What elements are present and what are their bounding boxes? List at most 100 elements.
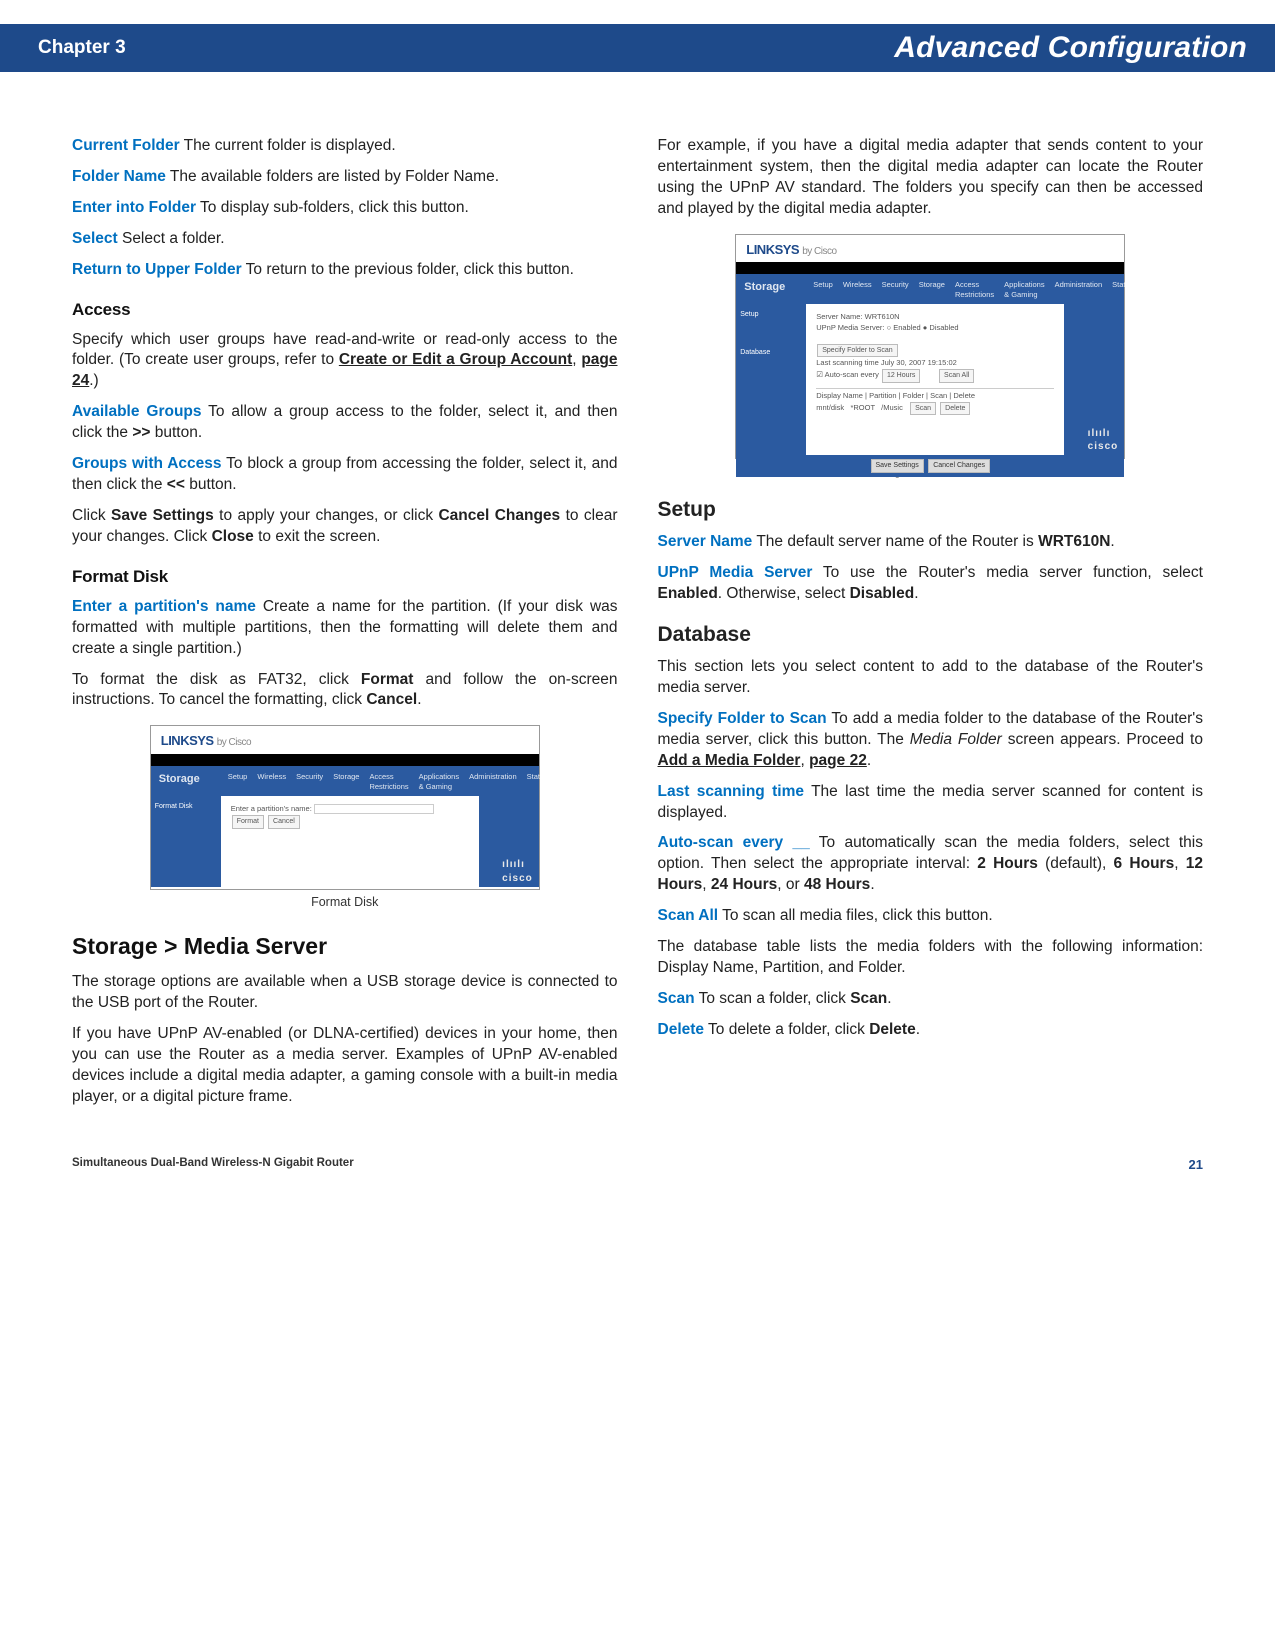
row: Last scanning time July 30, 2007 19:15:0… xyxy=(816,358,1054,368)
fmt-row: Enter a partition's name: Format Cancel xyxy=(231,804,469,830)
term: Specify Folder to Scan xyxy=(658,710,827,727)
item-current-folder: Current Folder The current folder is dis… xyxy=(72,136,618,157)
tab: Status xyxy=(1112,280,1133,300)
ms-para2: If you have UPnP AV-enabled (or DLNA-cer… xyxy=(72,1024,618,1108)
database-heading: Database xyxy=(658,621,1204,649)
router-blackbar xyxy=(736,262,1124,274)
access-heading: Access xyxy=(72,299,618,322)
tab: Applications & Gaming xyxy=(419,772,459,792)
row: UPnP Media Server: ○ Enabled ● Disabled xyxy=(816,323,1054,333)
available-groups: Available Groups To allow a group access… xyxy=(72,402,618,444)
cisco-text: cisco xyxy=(1088,441,1119,452)
router-tabs: Storage Setup Wireless Security Storage … xyxy=(151,766,539,796)
link-create-group[interactable]: Create or Edit a Group Account xyxy=(339,351,572,368)
b1: Format xyxy=(361,671,414,688)
b2: Disabled xyxy=(850,585,915,602)
text: The current folder is displayed. xyxy=(180,137,396,154)
term: Scan All xyxy=(658,907,719,924)
term: UPnP Media Server xyxy=(658,564,813,581)
m2: , xyxy=(1174,855,1186,872)
logo-by: by Cisco xyxy=(217,737,251,748)
item-return-upper: Return to Upper Folder To return to the … xyxy=(72,260,618,281)
tab: Security xyxy=(296,772,323,792)
cancel-btn: Cancel Changes xyxy=(928,459,990,472)
sep: , xyxy=(800,752,809,769)
scanall-btn: Scan All xyxy=(939,369,974,382)
router-body: Setup Database Server Name: WRT610N UPnP… xyxy=(736,304,1124,455)
term: Groups with Access xyxy=(72,455,222,472)
link-add-media[interactable]: Add a Media Folder xyxy=(658,752,801,769)
post: button. xyxy=(150,424,202,441)
scan-para: Scan To scan a folder, click Scan. xyxy=(658,989,1204,1010)
ms-para1: The storage options are available when a… xyxy=(72,972,618,1014)
mid: to apply your changes, or click xyxy=(214,507,439,524)
groups-with-access: Groups with Access To block a group from… xyxy=(72,454,618,496)
lbl: Auto-scan every xyxy=(825,370,879,379)
th: Folder xyxy=(903,391,924,400)
th: Display Name xyxy=(816,391,863,400)
db-table-para: The database table lists the media folde… xyxy=(658,937,1204,979)
term: Current Folder xyxy=(72,137,180,154)
lbl: Last scanning time xyxy=(816,358,879,367)
access-body: Specify which user groups have read-and-… xyxy=(72,330,618,393)
cell: *ROOT xyxy=(850,403,874,412)
save-settings-para: Click Save Settings to apply your change… xyxy=(72,506,618,548)
term: Enter a partition's name xyxy=(72,598,256,615)
tab: Access Restrictions xyxy=(955,280,994,300)
post: . xyxy=(867,752,871,769)
term: Last scanning time xyxy=(658,783,805,800)
content-columns: Current Folder The current folder is dis… xyxy=(0,128,1275,1118)
header-title: Advanced Configuration xyxy=(894,28,1247,69)
media-server-heading: Storage > Media Server xyxy=(72,931,618,962)
m1: (default), xyxy=(1038,855,1114,872)
tab: Wireless xyxy=(257,772,286,792)
right-column: For example, if you have a digital media… xyxy=(658,128,1204,1118)
figure1-caption: Format Disk xyxy=(72,894,618,911)
item-folder-name: Folder Name The available folders are li… xyxy=(72,167,618,188)
post: .) xyxy=(89,372,98,389)
m3: , xyxy=(702,876,711,893)
tab: Wireless xyxy=(843,280,872,300)
b1: 2 Hours xyxy=(977,855,1038,872)
tab: Administration xyxy=(1055,280,1103,300)
router-footer-btns: Save Settings Cancel Changes xyxy=(736,455,1124,476)
upnp-para: UPnP Media Server To use the Router's me… xyxy=(658,563,1204,605)
fmt-btn-format: Format xyxy=(232,815,264,828)
text: The default server name of the Router is xyxy=(752,533,1038,550)
post: . xyxy=(916,1021,920,1038)
post: . xyxy=(914,585,918,602)
link-page-22[interactable]: page 22 xyxy=(809,752,867,769)
b: Delete xyxy=(869,1021,916,1038)
router-blackbar xyxy=(151,754,539,766)
post: to exit the screen. xyxy=(254,528,381,545)
item-select: Select Select a folder. xyxy=(72,229,618,250)
date: July 30, 2007 19:15:02 xyxy=(881,358,957,367)
side-setup: Setup xyxy=(740,310,802,319)
opt-enabled: Enabled xyxy=(893,323,921,332)
b3: Close xyxy=(212,528,254,545)
term: Select xyxy=(72,230,118,247)
pre: Click xyxy=(72,507,111,524)
router-logo: LINKSYS by Cisco xyxy=(736,235,1124,263)
fmt-btn-cancel: Cancel xyxy=(268,815,300,828)
term: Enter into Folder xyxy=(72,199,196,216)
italic: Media Folder xyxy=(910,731,1002,748)
router-side: Format Disk xyxy=(151,796,221,887)
th: Partition xyxy=(869,391,897,400)
row: Specify Folder to Scan xyxy=(816,343,1054,358)
term: Return to Upper Folder xyxy=(72,261,242,278)
lbl: UPnP Media Server: xyxy=(816,323,884,332)
text: To scan all media files, click this butt… xyxy=(718,907,993,924)
router-main: Enter a partition's name: Format Cancel xyxy=(221,796,479,887)
table-header: Display Name | Partition | Folder | Scan… xyxy=(816,388,1054,401)
router-screenshot-media: LINKSYS by Cisco Storage Setup Wireless … xyxy=(735,234,1125,459)
b1: Save Settings xyxy=(111,507,214,524)
scan-btn: Scan xyxy=(910,402,936,415)
specify-folder-para: Specify Folder to Scan To add a media fo… xyxy=(658,709,1204,772)
mid: . Otherwise, select xyxy=(718,585,850,602)
autoscan-para: Auto-scan every __ To automatically scan… xyxy=(658,833,1204,896)
delete-btn: Delete xyxy=(940,402,970,415)
val: WRT610N xyxy=(865,312,900,321)
save-btn: Save Settings xyxy=(871,459,924,472)
tab: Applications & Gaming xyxy=(1004,280,1044,300)
